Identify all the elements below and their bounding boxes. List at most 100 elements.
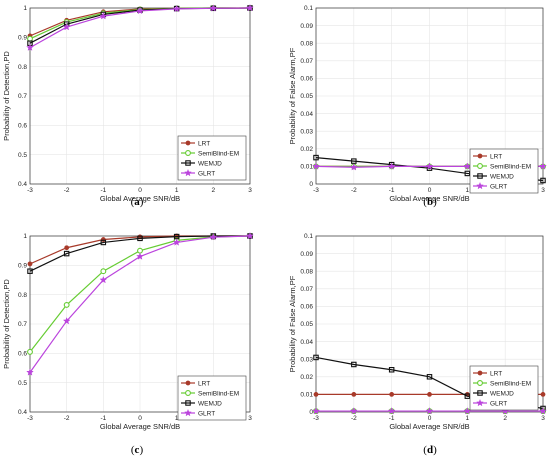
y-axis-label: Probability of Detection,PD [2,51,11,141]
y-tick-label: 0.7 [18,93,27,100]
data-point-wemjd [100,239,107,246]
y-tick-label: 0.5 [18,380,27,387]
legend-label-lrt: LRT [490,370,502,377]
data-point-wemjd [464,393,471,399]
data-point-glrt [99,12,108,20]
y-tick-label: 0.01 [300,164,313,171]
x-tick-label: -2 [64,187,70,194]
data-point-glrt [136,6,144,15]
legend-label-semiblind-em: SemiBlind-EM [490,163,531,170]
x-tick-label: 1 [466,415,470,422]
y-tick-label: 0.1 [304,5,313,12]
x-axis-label: Global Average SNR/dB [100,422,180,431]
data-point-glrt [539,162,547,170]
data-point-glrt [172,238,181,246]
legend-label-semiblind-em: SemiBlind-EM [198,390,239,397]
x-tick-label: 0 [138,415,142,422]
chart-panel-b: 0 0.01 0.02 0.03 0.04 0.05 0.06 0.07 0.08 0.09 0.1… [288,5,547,208]
data-point-wemjd [63,250,70,257]
data-point-glrt [99,275,108,284]
y-tick-label: 0.02 [300,146,313,153]
series-glrt [26,3,254,51]
y-tick-label: 0.08 [300,40,313,47]
data-point-wemjd [27,268,33,274]
legend: LRT SemiBlind-EM WEMJD GLRT [177,375,247,421]
x-tick-label: -1 [100,187,106,194]
x-tick-label: -2 [351,187,357,194]
data-point-glrt [62,316,71,325]
data-point-glrt [349,163,358,171]
data-point-wemjd [426,374,433,380]
data-point-glrt [387,406,396,415]
data-point-lrt [540,391,546,397]
x-tick-label: 3 [541,187,545,194]
x-tick-label: 1 [175,187,179,194]
data-point-wemjd [137,235,143,242]
legend: LRT SemiBlind-EM WEMJD GLRT [469,365,539,411]
legend-marker-wemjd [185,400,191,406]
data-point-lrt [64,245,70,251]
y-tick-label: 0.09 [300,251,313,258]
y-tick-label: 0.5 [18,152,27,159]
legend-marker-glrt [184,168,192,177]
chart-panel-a: 0.4 0.5 0.6 0.7 0.8 0.9 1 -3 -2 -1 0 1 2 3 Global Aver… [2,3,254,208]
data-point-glrt [136,252,144,260]
data-point-glrt [246,231,254,240]
y-tick-label: 0.09 [300,23,313,30]
y-tick-label: 0.9 [18,263,27,270]
legend-label-wemjd: WEMJD [490,173,514,180]
data-point-lrt [389,391,395,397]
legend-label-wemjd: WEMJD [490,390,514,397]
legend-marker-glrt [476,181,484,190]
data-point-semiblind-em [100,268,107,275]
data-point-semiblind-em [27,348,33,355]
x-axis-label: Global Average SNR/dB [389,194,469,203]
y-axis-label: Probability of False Alarm,PF [288,47,297,144]
y-tick-label: 0.6 [18,351,27,358]
y-tick-label: 0.03 [300,356,313,363]
data-point-glrt [425,406,434,415]
y-tick-label: 0.03 [300,128,313,135]
data-point-glrt [172,4,181,13]
legend-label-lrt: LRT [198,380,210,387]
x-tick-label: 1 [175,415,179,422]
axes-frame [315,7,544,185]
y-tick-label: 0.04 [300,111,313,118]
data-point-semiblind-em [137,247,143,254]
data-point-glrt [387,162,396,170]
data-point-glrt [209,233,218,241]
data-point-glrt [539,406,547,415]
y-tick-label: 0.06 [300,76,313,83]
data-point-lrt [100,237,106,242]
panel-label: (a) [131,196,144,208]
x-tick-label: 0 [138,187,142,194]
series-glrt [26,231,254,376]
x-tick-label: 2 [503,415,507,422]
legend-marker-lrt [477,153,483,159]
y-tick-label: 0.02 [300,374,313,381]
legend-label-wemjd: WEMJD [198,400,222,407]
y-tick-label: 0.08 [300,268,313,275]
legend-label-wemjd: WEMJD [198,160,222,167]
x-tick-label: 3 [248,415,252,422]
x-tick-label: 0 [428,415,432,422]
panel-label: (d) [423,444,437,456]
data-point-lrt [351,391,357,397]
legend: LRT SemiBlind-EM WEMJD GLRT [469,148,539,194]
y-tick-label: 0.05 [300,93,313,100]
data-point-wemjd [540,177,546,184]
x-tick-label: 1 [466,187,470,194]
panel-label: (b) [423,196,437,208]
y-tick-label: 0.4 [18,181,27,188]
x-tick-label: -1 [100,415,106,422]
y-tick-label: 0.05 [300,321,313,328]
x-tick-label: -3 [313,415,319,422]
legend-marker-semiblind-em [185,390,191,396]
legend-marker-lrt [185,140,191,146]
x-tick-label: -3 [27,187,33,194]
panel-label: (c) [131,444,144,456]
data-point-glrt [26,368,34,376]
y-axis-label: Probability of Detection,PD [2,279,11,369]
data-point-wemjd [388,367,395,373]
